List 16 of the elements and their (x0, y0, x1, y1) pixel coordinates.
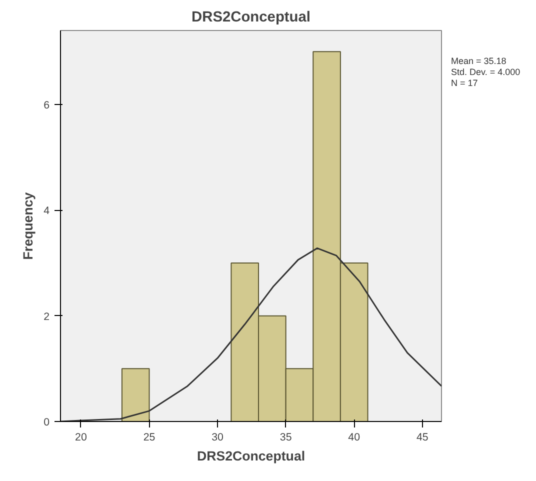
y-tick-label: 0 (44, 416, 50, 428)
x-tick-label: 45 (416, 432, 428, 444)
chart-title: DRS2Conceptual (192, 10, 310, 26)
x-tick-label: 25 (143, 432, 156, 444)
text: Mean = 35.18 (451, 56, 506, 66)
x-tick-label: 30 (212, 432, 224, 444)
y-tick-label: 6 (44, 99, 50, 112)
y-axis-title: Frequency (20, 192, 36, 260)
x-axis-title: DRS2Conceptual (196, 448, 306, 464)
y-tick-label: 2 (44, 310, 50, 323)
x-tick-label: 35 (280, 432, 292, 444)
text: Std. Dev. = 4.000 (451, 67, 520, 77)
x-tick-label: 20 (75, 432, 87, 444)
text: N = 17 (451, 78, 478, 88)
x-tick-label: 40 (348, 432, 360, 444)
y-tick-label: 4 (44, 205, 50, 218)
